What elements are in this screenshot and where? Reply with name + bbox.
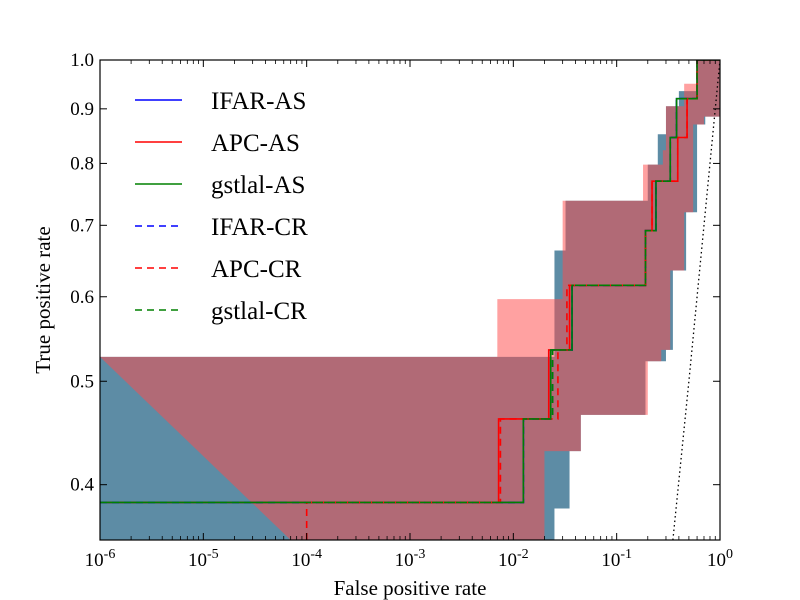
legend-label: APC-CR (211, 256, 302, 283)
legend-label: APC-AS (211, 130, 300, 157)
legend: IFAR-AS APC-AS gstlal-AS IFAR-CR APC-CR gstla… (135, 88, 308, 325)
x-tick-label: 10-6 (85, 547, 116, 571)
legend-entry-apc-as: APC-AS (135, 130, 300, 157)
legend-label: gstlal-CR (211, 298, 307, 325)
y-tick-label: 0.4 (70, 475, 94, 496)
legend-entry-gstlal-cr: gstlal-CR (135, 298, 307, 325)
x-tick-label: 100 (707, 547, 733, 571)
plot-frame (99, 59, 721, 541)
series-lines (100, 60, 720, 540)
legend-entry-ifar-cr: IFAR-CR (135, 214, 308, 241)
y-tick-label: 1.0 (70, 50, 94, 71)
x-tick-label: 10-3 (395, 547, 426, 571)
series-gstlal-cr (100, 60, 720, 504)
y-tick-label: 0.7 (70, 215, 94, 236)
legend-entry-ifar-as: IFAR-AS (135, 88, 306, 115)
tick-labels: 10-6 10-5 10-4 10-3 10-2 10-1 100 0.4 0.5 0.6 0.7 0… (70, 50, 733, 571)
legend-entry-gstlal-as: gstlal-AS (135, 172, 305, 199)
x-axis-title: False positive rate (334, 576, 487, 600)
x-tick-label: 10-5 (188, 547, 219, 571)
legend-entry-apc-cr: APC-CR (135, 256, 302, 283)
y-tick-label: 0.8 (70, 153, 94, 174)
x-tick-label: 10-1 (601, 547, 632, 571)
x-tick-label: 10-2 (498, 547, 529, 571)
y-tick-label: 0.5 (70, 371, 94, 392)
y-tick-label: 0.6 (70, 287, 94, 308)
y-tick-label: 0.9 (70, 99, 94, 120)
apc-band (100, 60, 720, 540)
confidence-bands (100, 60, 720, 540)
legend-label: IFAR-AS (211, 88, 306, 115)
y-axis-title: True positive rate (31, 226, 55, 373)
legend-label: gstlal-AS (211, 172, 305, 199)
x-tick-label: 10-4 (291, 547, 322, 571)
legend-label: IFAR-CR (211, 214, 308, 241)
